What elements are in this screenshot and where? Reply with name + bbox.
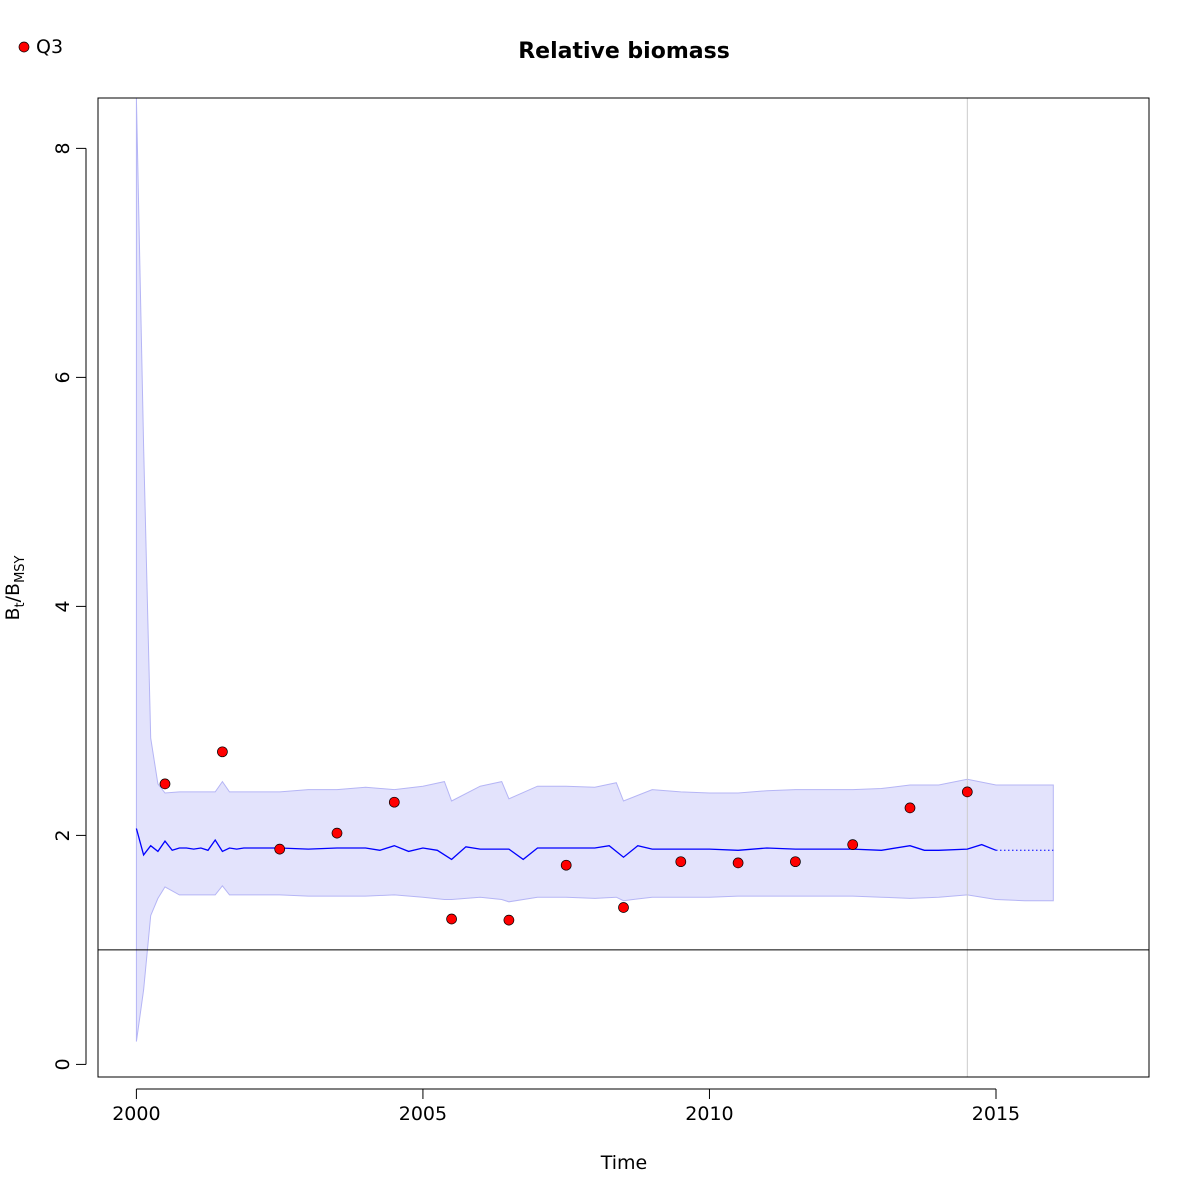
y-tick-label: 8 xyxy=(52,142,74,154)
observation-point xyxy=(675,856,687,868)
observation-point xyxy=(388,796,400,808)
legend-marker-q3 xyxy=(18,41,30,53)
x-tick-label: 2015 xyxy=(972,1103,1020,1125)
observation-point xyxy=(790,856,801,868)
y-axis-label: Bt/BMSY xyxy=(2,555,28,620)
observation-point xyxy=(217,746,228,758)
observation-point xyxy=(732,857,744,869)
observation-point xyxy=(904,802,916,814)
observation-point xyxy=(618,902,629,913)
chart-title: Relative biomass xyxy=(518,39,730,64)
legend-label-q3: Q3 xyxy=(36,36,63,58)
y-axis: 0 2 4 6 8 xyxy=(52,142,87,1070)
plot-area xyxy=(98,98,1149,1077)
y-tick-label: 2 xyxy=(52,829,74,841)
x-tick-label: 2005 xyxy=(399,1103,447,1125)
y-tick-label: 4 xyxy=(52,600,74,612)
y-axis-label-sub1: t xyxy=(13,602,28,607)
y-tick-label: 0 xyxy=(52,1058,74,1070)
x-tick-label: 2010 xyxy=(685,1103,733,1125)
plot-frame xyxy=(97,97,1150,1078)
observation-point xyxy=(847,839,859,850)
x-tick-label: 2000 xyxy=(112,1103,160,1125)
observation-point xyxy=(961,786,973,798)
y-axis-label-sep: /B xyxy=(2,583,24,602)
y-axis-label-main: B xyxy=(2,607,24,620)
observation-point xyxy=(560,859,572,871)
observation-point xyxy=(503,914,515,926)
observation-point xyxy=(159,778,171,790)
observation-point xyxy=(274,843,286,855)
estimate-line xyxy=(135,828,997,861)
x-axis: 2000 2005 2010 2015 xyxy=(112,1088,1020,1125)
observation-point xyxy=(446,913,457,925)
y-axis-label-sub2: MSY xyxy=(13,555,28,582)
legend: Q3 xyxy=(18,36,63,58)
observation-points xyxy=(159,746,973,926)
y-tick-label: 6 xyxy=(52,371,74,383)
x-axis-label: Time xyxy=(600,1152,648,1174)
observation-point xyxy=(331,827,343,839)
confidence-band xyxy=(135,98,1054,1042)
